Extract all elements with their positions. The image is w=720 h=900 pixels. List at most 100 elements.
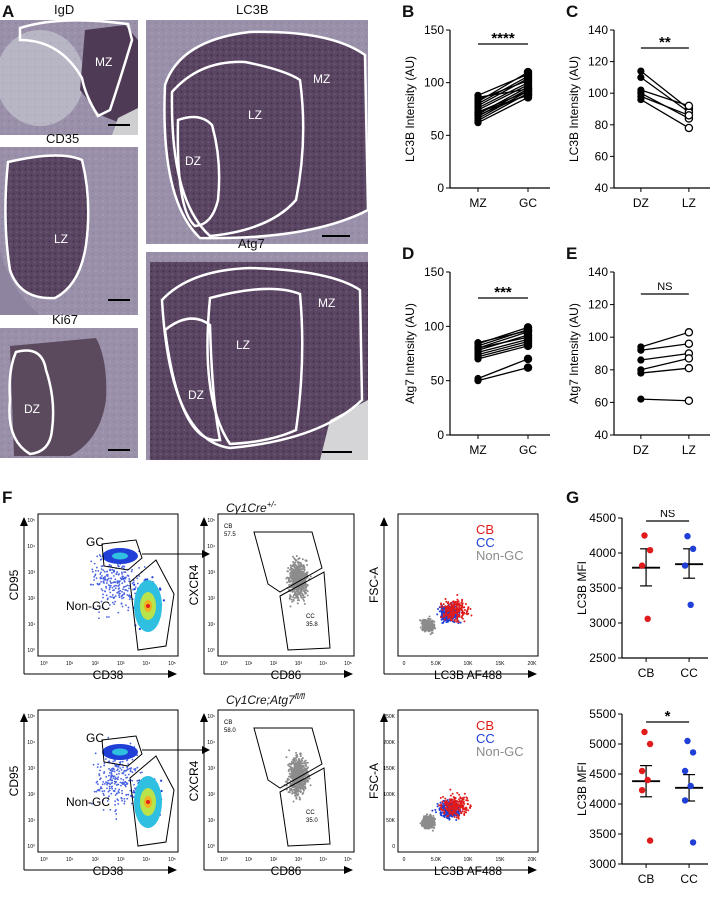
event-dot (306, 590, 309, 593)
data-point (641, 728, 648, 736)
event-dot (92, 583, 95, 586)
event-dot (117, 573, 120, 576)
event-dot (432, 814, 435, 817)
gate-arrow-head (202, 550, 210, 558)
event-dot (298, 796, 301, 799)
y-tick-label: 200K (383, 740, 395, 746)
x-tick-label: CC (680, 872, 698, 886)
event-dot (457, 603, 460, 606)
x-tick-label: 10³ (295, 857, 303, 863)
event-dot (423, 815, 426, 818)
y-axis-label: FSC-A (367, 763, 381, 799)
pair-line (640, 352, 689, 361)
event-dot (118, 594, 120, 597)
event-dot (292, 599, 295, 602)
event-dot (289, 763, 292, 766)
event-dot (103, 772, 105, 774)
event-dot (295, 796, 298, 799)
x-tick-label: CC (680, 666, 698, 680)
event-dot (120, 777, 123, 780)
event-dot (131, 568, 133, 571)
event-dot (426, 813, 429, 816)
event-dot (442, 603, 445, 606)
event-dot (285, 756, 288, 759)
pair-line (477, 331, 529, 349)
event-dot (102, 576, 105, 579)
event-dot (436, 805, 439, 808)
event-dot (304, 585, 307, 588)
event-dot (108, 616, 110, 618)
event-dot (441, 621, 444, 624)
event-dot (133, 783, 135, 786)
event-dot (118, 583, 121, 586)
event-dot (441, 605, 444, 608)
event-dot (293, 557, 296, 560)
event-dot (111, 593, 114, 596)
event-dot (127, 773, 130, 776)
event-dot (457, 610, 460, 613)
event-dot (128, 578, 131, 580)
y-tick-label: 10⁴ (207, 740, 215, 746)
y-tick-label: 60 (595, 395, 609, 409)
event-dot (129, 769, 132, 772)
flow-row-1: 10⁰ 10¹ 10² 10³ 10⁴ 10⁵10⁰10¹10²10³10⁴10⁵CD38… (7, 513, 539, 682)
event-dot (306, 761, 309, 764)
event-dot (101, 790, 104, 793)
event-dot (428, 827, 431, 830)
event-dot (132, 588, 135, 591)
event-dot (452, 611, 455, 614)
event-dot (101, 783, 104, 786)
data-point (474, 339, 482, 347)
event-dot (131, 758, 134, 761)
event-dot (95, 607, 97, 610)
event-dot (118, 580, 120, 583)
event-dot (437, 607, 440, 610)
cb-gate-pct: 58.0 (224, 728, 236, 734)
event-dot (300, 596, 303, 599)
event-dot (118, 791, 120, 794)
event-dot (123, 592, 126, 594)
event-dot (106, 783, 108, 786)
event-dot (295, 793, 298, 796)
event-dot (118, 761, 121, 764)
event-dot (296, 568, 299, 571)
y-axis-label: CXCR4 (187, 564, 201, 605)
event-dot (292, 785, 295, 788)
event-dot (102, 593, 104, 596)
event-dot (463, 608, 466, 611)
event-dot (445, 612, 448, 615)
event-dot (424, 624, 427, 627)
cc-gate-label: CC (306, 614, 315, 620)
event-dot (98, 617, 100, 620)
significance-label: **** (491, 30, 515, 47)
event-dot (288, 583, 291, 586)
event-dot (124, 783, 126, 786)
event-dot (440, 611, 443, 614)
data-point (684, 328, 694, 337)
event-dot (117, 565, 120, 568)
event-dot (114, 595, 117, 597)
event-dot (303, 566, 306, 569)
nongc-gate (129, 755, 175, 847)
event-dot (111, 586, 114, 589)
data-point (523, 363, 533, 372)
event-dot (444, 814, 447, 817)
ki67-dz-label: DZ (24, 402, 40, 416)
igd-title: IgD (54, 2, 75, 17)
event-dot (291, 762, 294, 765)
micrograph-lc3b (146, 20, 370, 244)
pair-line (640, 367, 689, 374)
event-dot (126, 584, 129, 587)
y-tick-label: 5500 (589, 707, 616, 721)
event-dot (107, 736, 110, 739)
event-dot (438, 610, 441, 613)
legend-entry: CB (476, 522, 494, 537)
x-tick-label: 10⁴ (319, 661, 327, 667)
x-tick-label: GC (519, 196, 537, 210)
y-tick-label: 3500 (589, 581, 616, 595)
event-dot (92, 763, 95, 766)
event-dot (109, 769, 112, 771)
pair-line (477, 96, 529, 124)
event-dot (299, 564, 302, 567)
event-dot (301, 558, 304, 561)
